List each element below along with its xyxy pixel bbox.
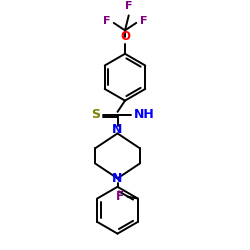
Text: N: N [112,172,123,185]
Text: F: F [102,16,110,26]
Text: F: F [140,16,147,26]
Text: F: F [116,190,124,203]
Text: N: N [112,123,123,136]
Text: NH: NH [134,108,154,121]
Text: S: S [91,108,100,121]
Text: O: O [120,30,130,43]
Text: F: F [125,1,132,11]
